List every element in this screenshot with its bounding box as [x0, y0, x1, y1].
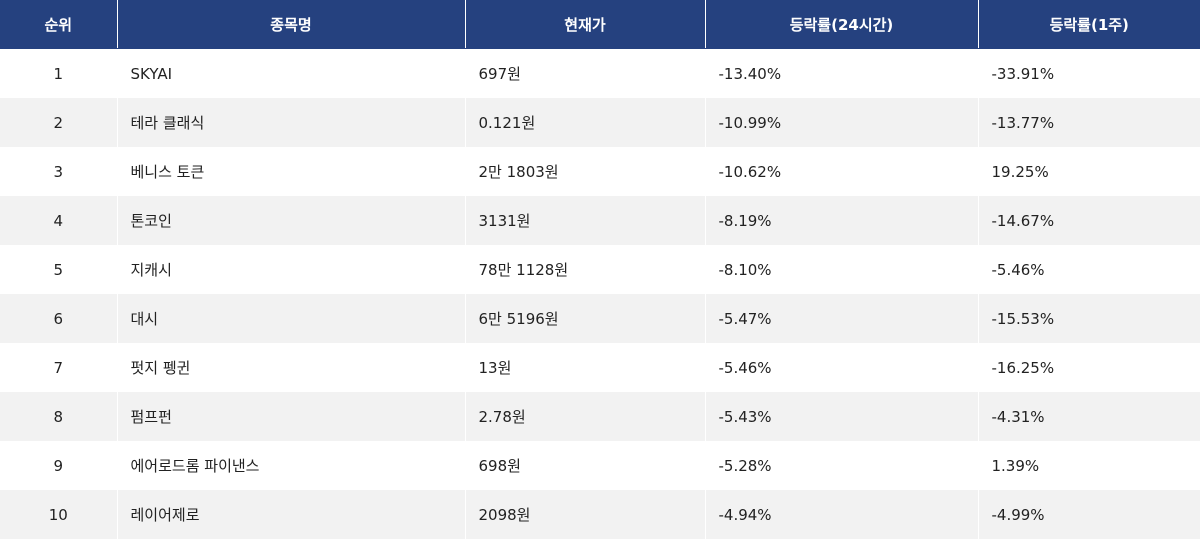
price-cell: 2만 1803원: [464, 147, 705, 196]
change-1w-cell: -16.25%: [977, 343, 1200, 392]
header-change-24h: 등락률(24시간): [704, 0, 978, 49]
price-cell: 3131원: [464, 196, 705, 245]
table-row: 5 지캐시 78만 1128원 -8.10% -5.46%: [0, 245, 1200, 294]
change-24h-cell: -8.19%: [704, 196, 978, 245]
table-row: 1 SKYAI 697원 -13.40% -33.91%: [0, 48, 1200, 98]
change-24h-cell: -4.94%: [704, 490, 978, 539]
rank-cell: 2: [0, 98, 117, 147]
name-cell: 톤코인: [116, 196, 465, 245]
header-change-1w: 등락률(1주): [977, 0, 1200, 49]
change-1w-cell: 19.25%: [977, 147, 1200, 196]
rank-cell: 9: [0, 441, 117, 490]
price-cell: 6만 5196원: [464, 294, 705, 343]
header-row: 순위 종목명 현재가 등락률(24시간) 등락률(1주): [0, 0, 1200, 49]
table-row: 7 펏지 펭귄 13원 -5.46% -16.25%: [0, 343, 1200, 392]
rank-cell: 6: [0, 294, 117, 343]
table-body: 1 SKYAI 697원 -13.40% -33.91% 2 테라 클래식 0.…: [0, 48, 1200, 539]
name-cell: 테라 클래식: [116, 98, 465, 147]
table-row: 3 베니스 토큰 2만 1803원 -10.62% 19.25%: [0, 147, 1200, 196]
price-cell: 698원: [464, 441, 705, 490]
change-24h-cell: -5.47%: [704, 294, 978, 343]
name-cell: 펌프펀: [116, 392, 465, 441]
change-1w-cell: -15.53%: [977, 294, 1200, 343]
change-1w-cell: 1.39%: [977, 441, 1200, 490]
price-cell: 2098원: [464, 490, 705, 539]
name-cell: SKYAI: [116, 48, 465, 98]
header-price: 현재가: [464, 0, 705, 49]
table-row: 6 대시 6만 5196원 -5.47% -15.53%: [0, 294, 1200, 343]
header-name: 종목명: [116, 0, 465, 49]
name-cell: 대시: [116, 294, 465, 343]
change-24h-cell: -10.62%: [704, 147, 978, 196]
change-1w-cell: -13.77%: [977, 98, 1200, 147]
rank-cell: 1: [0, 48, 117, 98]
change-1w-cell: -4.31%: [977, 392, 1200, 441]
price-cell: 697원: [464, 48, 705, 98]
table-row: 10 레이어제로 2098원 -4.94% -4.99%: [0, 490, 1200, 539]
change-24h-cell: -5.46%: [704, 343, 978, 392]
table-row: 9 에어로드롬 파이낸스 698원 -5.28% 1.39%: [0, 441, 1200, 490]
rank-cell: 7: [0, 343, 117, 392]
name-cell: 펏지 펭귄: [116, 343, 465, 392]
change-24h-cell: -13.40%: [704, 48, 978, 98]
rank-cell: 10: [0, 490, 117, 539]
price-cell: 13원: [464, 343, 705, 392]
price-cell: 2.78원: [464, 392, 705, 441]
change-1w-cell: -5.46%: [977, 245, 1200, 294]
change-24h-cell: -5.28%: [704, 441, 978, 490]
price-cell: 78만 1128원: [464, 245, 705, 294]
table-row: 8 펌프펀 2.78원 -5.43% -4.31%: [0, 392, 1200, 441]
change-1w-cell: -4.99%: [977, 490, 1200, 539]
rank-cell: 4: [0, 196, 117, 245]
rank-cell: 3: [0, 147, 117, 196]
name-cell: 베니스 토큰: [116, 147, 465, 196]
change-1w-cell: -33.91%: [977, 48, 1200, 98]
change-24h-cell: -8.10%: [704, 245, 978, 294]
table-row: 2 테라 클래식 0.121원 -10.99% -13.77%: [0, 98, 1200, 147]
price-cell: 0.121원: [464, 98, 705, 147]
rank-cell: 8: [0, 392, 117, 441]
table-row: 4 톤코인 3131원 -8.19% -14.67%: [0, 196, 1200, 245]
name-cell: 지캐시: [116, 245, 465, 294]
change-24h-cell: -5.43%: [704, 392, 978, 441]
change-1w-cell: -14.67%: [977, 196, 1200, 245]
name-cell: 에어로드롬 파이낸스: [116, 441, 465, 490]
rank-cell: 5: [0, 245, 117, 294]
change-24h-cell: -10.99%: [704, 98, 978, 147]
table-header: 순위 종목명 현재가 등락률(24시간) 등락률(1주): [0, 0, 1200, 49]
name-cell: 레이어제로: [116, 490, 465, 539]
header-rank: 순위: [0, 0, 117, 49]
